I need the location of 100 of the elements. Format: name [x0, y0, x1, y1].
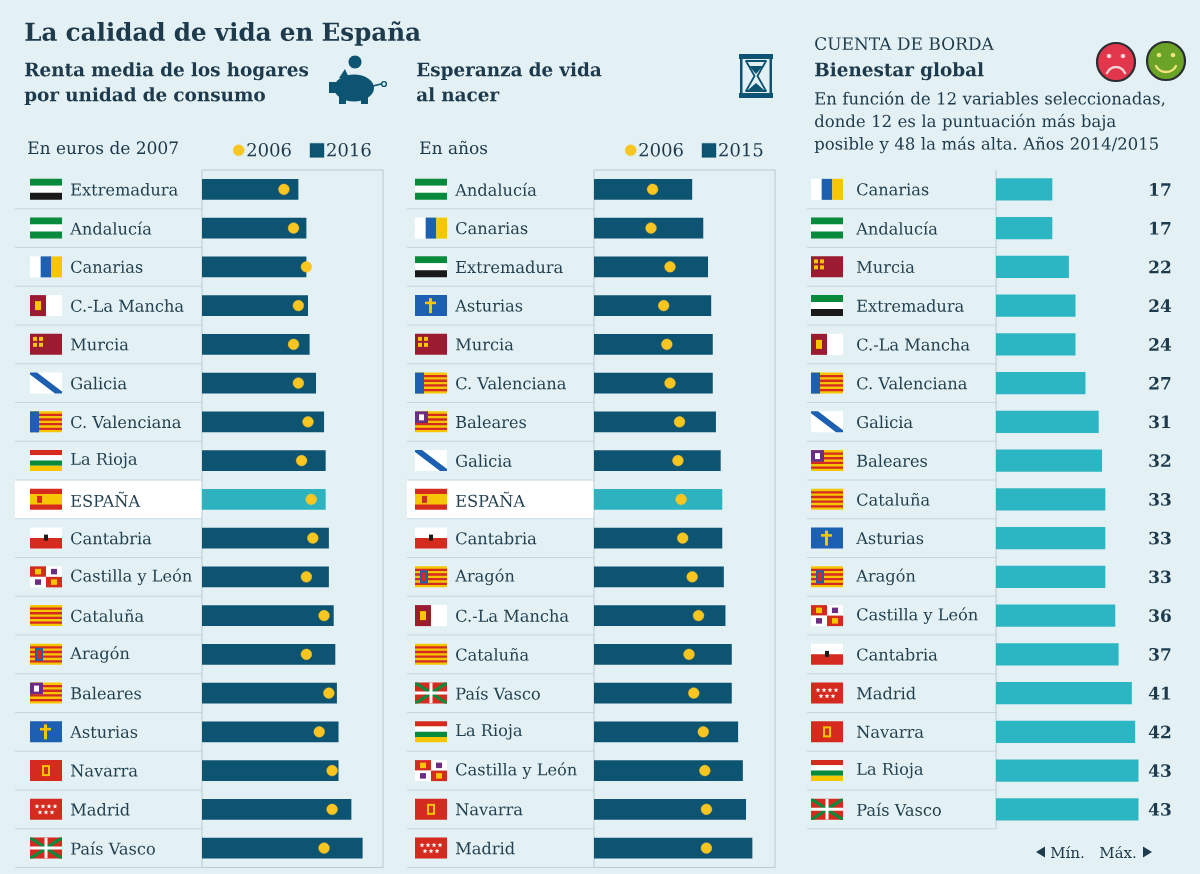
- bar: [996, 604, 1116, 627]
- legend-label: 2006: [247, 142, 291, 157]
- point: [697, 726, 709, 738]
- y-tick-label: Murcia: [71, 338, 129, 351]
- bar: [996, 178, 1053, 201]
- bar: [594, 760, 743, 781]
- bar: [594, 721, 739, 743]
- y-tick-label: La Rioja: [71, 452, 138, 469]
- bar: [996, 682, 1132, 705]
- y-tick-label: Asturias: [856, 532, 924, 545]
- y-tick-label: Aragón: [455, 568, 515, 586]
- point: [278, 183, 290, 195]
- point: [673, 416, 686, 428]
- bar: [996, 759, 1139, 782]
- point: [688, 687, 700, 699]
- y-tick-label: Canarias: [456, 221, 528, 235]
- bar: [594, 450, 721, 471]
- bar: [996, 333, 1076, 356]
- y-tick-label: Galicia: [456, 454, 512, 467]
- point: [307, 532, 319, 544]
- point: [326, 765, 338, 777]
- bar: [996, 643, 1119, 666]
- data-label: 43: [1148, 764, 1171, 778]
- y-tick-label: País Vasco: [456, 686, 540, 700]
- bar: [202, 295, 308, 316]
- bar: [996, 798, 1139, 821]
- bar: [996, 527, 1106, 550]
- point: [287, 222, 300, 234]
- y-tick-label: Galicia: [71, 376, 127, 390]
- data-label: 33: [1149, 570, 1171, 584]
- point: [658, 300, 670, 312]
- bar: [202, 527, 329, 549]
- bar: [202, 605, 334, 626]
- bar: [996, 294, 1076, 317]
- y-tick-label: Murcia: [456, 338, 514, 351]
- bar: [202, 372, 317, 394]
- point: [675, 493, 687, 505]
- y-tick-label: Navarra: [455, 803, 523, 816]
- y-tick-label: Murcia: [857, 260, 915, 273]
- bar: [202, 217, 307, 239]
- bar: [996, 255, 1069, 278]
- bar: [202, 179, 299, 200]
- y-tick-label: Aragón: [70, 646, 130, 663]
- text: Máx.: [1100, 845, 1136, 859]
- bar: [996, 410, 1099, 433]
- y-tick-label: Cantabria: [857, 648, 938, 661]
- point: [700, 842, 713, 854]
- bar: [202, 837, 363, 859]
- point: [292, 377, 304, 389]
- bar: [996, 449, 1103, 472]
- point: [686, 571, 698, 583]
- y-tick-label: Cataluña: [71, 609, 144, 623]
- y-tick-label: Cantabria: [71, 531, 152, 545]
- legend-label: 2016: [327, 142, 371, 157]
- y-tick-label: Asturias: [455, 299, 523, 312]
- bar: [202, 799, 352, 820]
- legend-label: 2015: [719, 142, 763, 157]
- point: [692, 610, 705, 622]
- y-tick-label: La Rioja: [857, 762, 924, 779]
- y-tick-label: Extremadura: [456, 260, 563, 274]
- y-tick-label: Asturias: [70, 725, 138, 738]
- data-label: 27: [1149, 376, 1171, 390]
- data-label: 33: [1149, 492, 1171, 506]
- y-tick-label: Cataluña: [456, 647, 529, 661]
- y-tick-label: Navarra: [856, 725, 924, 738]
- bar: [202, 682, 337, 704]
- y-tick-label: País Vasco: [71, 841, 155, 855]
- point: [664, 377, 676, 389]
- point: [305, 493, 317, 505]
- data-label: 36: [1149, 609, 1171, 623]
- point: [326, 803, 338, 815]
- y-tick-label: Andalucía: [70, 221, 152, 235]
- bar: [996, 720, 1136, 743]
- point: [295, 455, 308, 467]
- y-tick-label: Extremadura: [71, 183, 178, 196]
- bar: [594, 179, 693, 200]
- point: [323, 687, 335, 699]
- bar: [202, 566, 329, 588]
- bar: [594, 605, 726, 626]
- bar: [202, 334, 310, 355]
- data-label: 33: [1149, 531, 1171, 545]
- y-tick-label: C.-La Mancha: [456, 609, 569, 622]
- bar: [594, 566, 724, 588]
- y-tick-label: Castilla y León: [456, 762, 577, 779]
- bar: [594, 334, 713, 355]
- bar: [594, 295, 712, 316]
- bar: [594, 256, 709, 278]
- point: [300, 648, 312, 660]
- bar: [594, 411, 716, 433]
- point: [664, 261, 676, 273]
- y-tick-label: C. Valenciana: [857, 376, 967, 390]
- chart-title: Bienestar global: [815, 62, 984, 81]
- point: [292, 300, 304, 312]
- point: [645, 222, 657, 234]
- point: [700, 803, 713, 815]
- y-tick-label: C. Valenciana: [456, 376, 566, 390]
- bar: [996, 372, 1086, 395]
- point: [300, 261, 312, 273]
- y-tick-label: Canarias: [857, 183, 929, 196]
- y-tick-label: C.-La Mancha: [71, 299, 184, 312]
